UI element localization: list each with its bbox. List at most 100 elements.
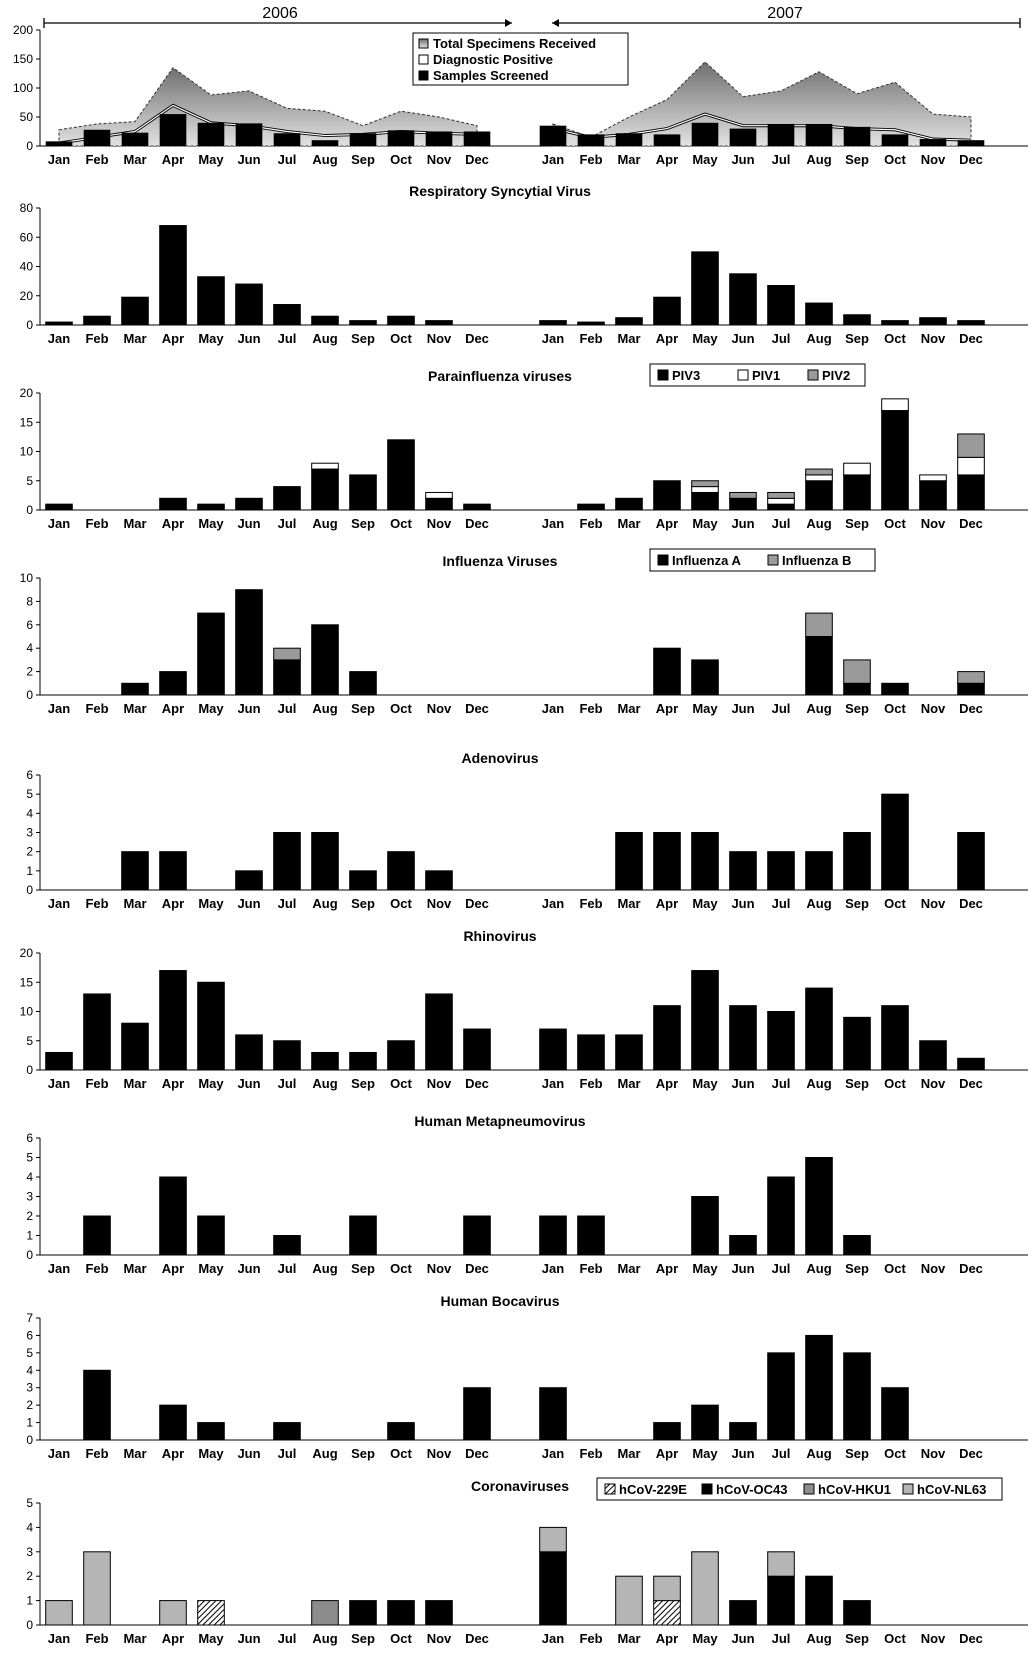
x-tick-label: May (198, 516, 224, 531)
x-tick-label: Nov (921, 1446, 946, 1461)
x-tick-label: Nov (427, 331, 452, 346)
bar-piv3 (159, 497, 187, 511)
x-tick-label: Jan (542, 1261, 564, 1276)
bar-count (159, 1176, 187, 1256)
panel-overview: 0 50 100 150 200 Jan Feb Mar Apr May Jun Jul Aug Sep O… (13, 23, 1028, 167)
bar-count (311, 832, 339, 891)
bar-influenza a (653, 647, 681, 696)
bar-count (311, 315, 339, 326)
x-tick-label: Jul (278, 331, 297, 346)
y-tick-label: 0 (26, 503, 33, 517)
x-tick-label: Jan (542, 1446, 564, 1461)
y-tick-label: 2 (26, 845, 33, 859)
x-tick-label: May (198, 1076, 224, 1091)
bar-influenza a (691, 659, 719, 696)
panel-piv: 0 5 10 15 20 Jan Feb Mar Apr May Jun Jul Aug Sep Oct No… (20, 363, 1028, 531)
x-tick-label: Aug (312, 1631, 337, 1646)
bar-count (881, 1387, 909, 1441)
x-tick-label: Mar (123, 152, 146, 167)
x-tick-label: May (692, 331, 718, 346)
legend-swatch (418, 38, 429, 49)
x-tick-label: Mar (617, 516, 640, 531)
x-tick-label: Mar (123, 1076, 146, 1091)
bar-count (881, 320, 909, 326)
bar-influenza a (121, 682, 149, 696)
bar-samples-screened (45, 141, 73, 146)
bar-influenza b (843, 659, 871, 684)
x-tick-label: Dec (959, 331, 983, 346)
y-tick-label: 0 (26, 1433, 33, 1447)
x-tick-label: Dec (959, 701, 983, 716)
bar-samples-screened (767, 123, 795, 146)
x-tick-label: Apr (162, 1076, 184, 1091)
bar-samples-screened (729, 128, 757, 146)
bar-count (691, 970, 719, 1071)
bar-hcov-nl63 (691, 1551, 719, 1626)
x-tick-label: Jul (278, 1076, 297, 1091)
bar-count (577, 321, 605, 326)
bar-count (197, 1422, 225, 1441)
bar-count (83, 1215, 111, 1256)
x-tick-label: Sep (351, 1631, 375, 1646)
x-tick-label: Feb (579, 1631, 602, 1646)
x-tick-label: Jul (278, 1446, 297, 1461)
legend-label: PIV1 (752, 368, 780, 383)
x-tick-label: Mar (617, 1446, 640, 1461)
x-tick-label: Oct (390, 701, 412, 716)
bar-count (767, 1011, 795, 1071)
bar-piv2 (691, 480, 719, 488)
x-tick-label: Apr (162, 701, 184, 716)
y-tick-label: 6 (26, 1328, 33, 1342)
y-tick-label: 4 (26, 1170, 33, 1184)
x-tick-label: Oct (390, 1076, 412, 1091)
bar-samples-screened (121, 132, 149, 146)
x-tick-label: Dec (959, 896, 983, 911)
x-tick-label: Jun (237, 1631, 260, 1646)
bar-influenza b (805, 612, 833, 637)
bar-hcov-229e (653, 1600, 681, 1626)
x-tick-label: Aug (312, 331, 337, 346)
y-tick-label: 0 (26, 1618, 33, 1632)
bar-piv3 (235, 497, 263, 511)
x-tick-label: Jul (772, 896, 791, 911)
bar-count (463, 1028, 491, 1071)
panel-title: Adenovirus (461, 750, 538, 766)
y-tick-label: 3 (26, 826, 33, 840)
bar-count (805, 1157, 833, 1256)
x-tick-label: Apr (656, 1261, 678, 1276)
bar-count (387, 1040, 415, 1071)
x-tick-label: Jul (772, 1076, 791, 1091)
legend-box (649, 548, 876, 572)
y-tick-label: 1 (26, 1416, 33, 1430)
x-tick-label: Dec (465, 1446, 489, 1461)
y-tick-label: 1 (26, 864, 33, 878)
bar-count (235, 870, 263, 891)
x-tick-label: May (198, 1261, 224, 1276)
bar-count (235, 283, 263, 326)
x-tick-label: Oct (390, 331, 412, 346)
bar-count (615, 317, 643, 326)
x-tick-label: Nov (427, 1446, 452, 1461)
bar-hcov-oc43 (349, 1600, 377, 1626)
x-tick-label: Jun (731, 1446, 754, 1461)
bar-count (83, 315, 111, 326)
bar-count (843, 1352, 871, 1441)
bar-influenza a (805, 636, 833, 696)
bar-influenza b (273, 647, 301, 661)
x-tick-label: Jan (48, 152, 70, 167)
bar-count (273, 1422, 301, 1441)
y-tick-label: 4 (26, 1520, 33, 1534)
legend-label: hCoV-HKU1 (818, 1482, 891, 1497)
y-tick-label: 5 (26, 1034, 33, 1048)
bar-hcov-nl63 (45, 1600, 73, 1626)
bar-count (691, 251, 719, 326)
x-tick-label: Apr (656, 1631, 678, 1646)
x-tick-label: Nov (427, 152, 452, 167)
y-tick-label: 0 (26, 139, 33, 153)
y-tick-label: 100 (13, 81, 33, 95)
bar-count (805, 302, 833, 326)
x-tick-label: Jan (542, 1631, 564, 1646)
x-tick-label: Jun (731, 152, 754, 167)
x-tick-label: Apr (656, 1446, 678, 1461)
bar-piv3 (767, 503, 795, 511)
